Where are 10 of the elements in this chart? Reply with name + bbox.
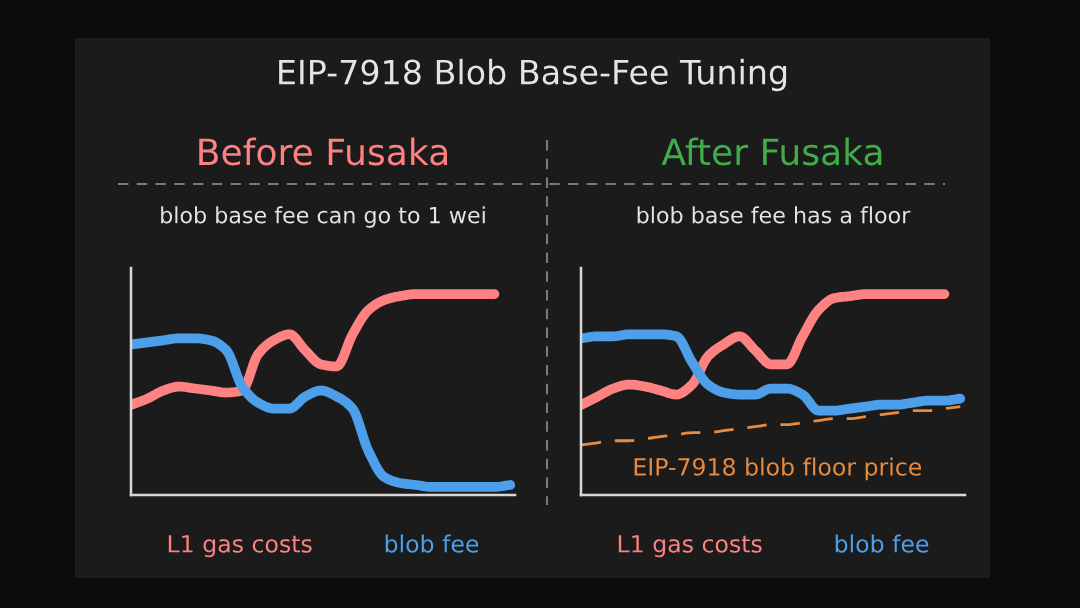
text: blob fee — [385, 534, 479, 553]
text: EIP-7918 Blob Base-Fee Tuning — [279, 58, 787, 92]
series-label: EIP-7918 blob floor price — [634, 457, 922, 481]
chart-title: After Fusaka — [661, 137, 882, 166]
text: blob fee — [835, 534, 929, 553]
chart-subtitle: blob base fee has a floor — [637, 206, 911, 224]
chart-subtitle: blob base fee can go to 1 wei — [161, 206, 485, 228]
chart-title: Before Fusaka — [199, 137, 447, 166]
text: L1 gas costs — [168, 535, 312, 558]
text: L1 gas costs — [618, 535, 762, 558]
